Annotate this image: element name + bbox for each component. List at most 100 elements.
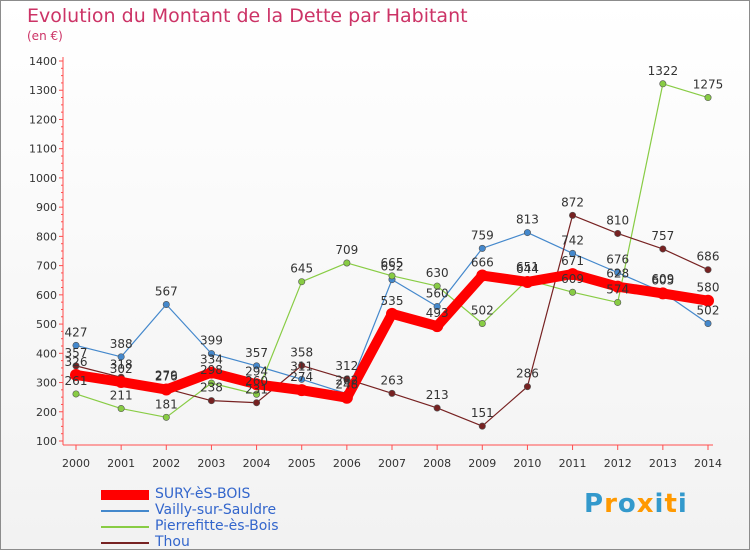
chart-title: Evolution du Montant de la Dette par Hab…: [27, 5, 468, 27]
y-tick-label: 300: [36, 377, 57, 390]
data-label: 298: [200, 363, 223, 377]
data-point: [253, 399, 261, 407]
data-point: [117, 353, 125, 361]
data-label: 605: [651, 273, 674, 287]
data-point: [343, 259, 351, 267]
data-point: [704, 266, 712, 274]
data-point: [340, 391, 353, 404]
data-point: [388, 389, 396, 397]
data-label: 357: [245, 346, 268, 360]
data-label: 560: [426, 287, 449, 301]
data-label: 535: [381, 294, 404, 308]
data-label: 151: [471, 406, 494, 420]
x-tick-label: 2008: [423, 457, 451, 470]
data-label: 676: [606, 253, 629, 267]
data-point: [253, 362, 261, 370]
x-tick-label: 2001: [107, 457, 135, 470]
data-point: [207, 379, 215, 387]
data-point: [523, 229, 531, 237]
y-tick-label: 800: [36, 230, 57, 243]
data-label: 294: [245, 364, 268, 378]
y-tick-label: 1300: [29, 84, 57, 97]
legend-label: Pierrefitte-ès-Bois: [155, 518, 279, 534]
data-label: 260: [245, 374, 268, 388]
data-label: 326: [65, 355, 88, 369]
data-label: 231: [245, 383, 268, 397]
data-label: 427: [65, 325, 88, 339]
x-tick-label: 2003: [197, 457, 225, 470]
data-label: 213: [426, 388, 449, 402]
x-tick-label: 2005: [288, 457, 316, 470]
y-tick-label: 700: [36, 260, 57, 273]
x-tick-label: 2000: [62, 457, 90, 470]
data-label: 261: [65, 374, 88, 388]
y-tick-label: 1400: [29, 55, 57, 68]
data-label: 502: [471, 303, 494, 317]
data-label: 652: [381, 260, 404, 274]
data-label: 276: [155, 370, 178, 384]
data-point: [478, 244, 486, 252]
data-label: 493: [426, 306, 449, 320]
data-point: [250, 378, 263, 391]
y-tick-label: 600: [36, 289, 57, 302]
legend-swatch: [101, 526, 149, 528]
x-tick-label: 2009: [468, 457, 496, 470]
data-label: 286: [516, 367, 539, 381]
logo-letter: t: [664, 489, 678, 519]
data-label: 358: [290, 346, 313, 360]
data-point: [72, 341, 80, 349]
data-label: 1322: [648, 64, 679, 78]
data-label: 580: [697, 281, 720, 295]
data-label: 263: [381, 373, 404, 387]
x-tick-label: 2007: [378, 457, 406, 470]
data-label: 357: [65, 346, 88, 360]
data-label: 302: [110, 362, 133, 376]
data-label: 644: [516, 262, 539, 276]
data-label: 502: [697, 303, 720, 317]
y-tick-label: 200: [36, 406, 57, 419]
data-point: [433, 404, 441, 412]
logo-letter: o: [617, 489, 637, 519]
data-point: [614, 269, 622, 277]
data-label: 671: [561, 254, 584, 268]
data-point: [343, 375, 351, 383]
y-tick-label: 500: [36, 318, 57, 331]
data-point: [611, 280, 624, 293]
data-point: [566, 268, 579, 281]
data-label: 609: [651, 272, 674, 286]
data-label: 211: [110, 389, 133, 403]
x-tick-label: 2011: [559, 457, 587, 470]
x-tick-label: 2002: [152, 457, 180, 470]
data-label: 1275: [693, 78, 724, 92]
legend-swatch: [101, 542, 149, 544]
data-point: [72, 390, 80, 398]
y-tick-label: 400: [36, 347, 57, 360]
data-label: 388: [110, 337, 133, 351]
data-label: 686: [697, 250, 720, 264]
x-tick-label: 2004: [243, 457, 271, 470]
data-point: [298, 362, 306, 370]
data-point: [704, 94, 712, 102]
legend-swatch: [101, 510, 149, 512]
data-point: [162, 413, 170, 421]
data-label: 574: [606, 282, 629, 296]
proxiti-logo: Proxiti: [584, 489, 688, 519]
legend-swatch: [101, 490, 149, 500]
data-label: 399: [200, 334, 223, 348]
data-label: 609: [561, 272, 584, 286]
y-tick-label: 1000: [29, 172, 57, 185]
logo-letter: r: [604, 489, 618, 519]
x-tick-label: 2010: [513, 457, 541, 470]
data-point: [521, 275, 534, 288]
data-point: [295, 384, 308, 397]
data-point: [659, 80, 667, 88]
x-tick-label: 2013: [649, 457, 677, 470]
data-label: 318: [110, 357, 133, 371]
data-point: [476, 269, 489, 282]
data-point: [117, 405, 125, 413]
data-point: [614, 298, 622, 306]
data-label: 709: [335, 243, 358, 257]
data-point: [162, 300, 170, 308]
logo-letter: i: [654, 489, 665, 519]
